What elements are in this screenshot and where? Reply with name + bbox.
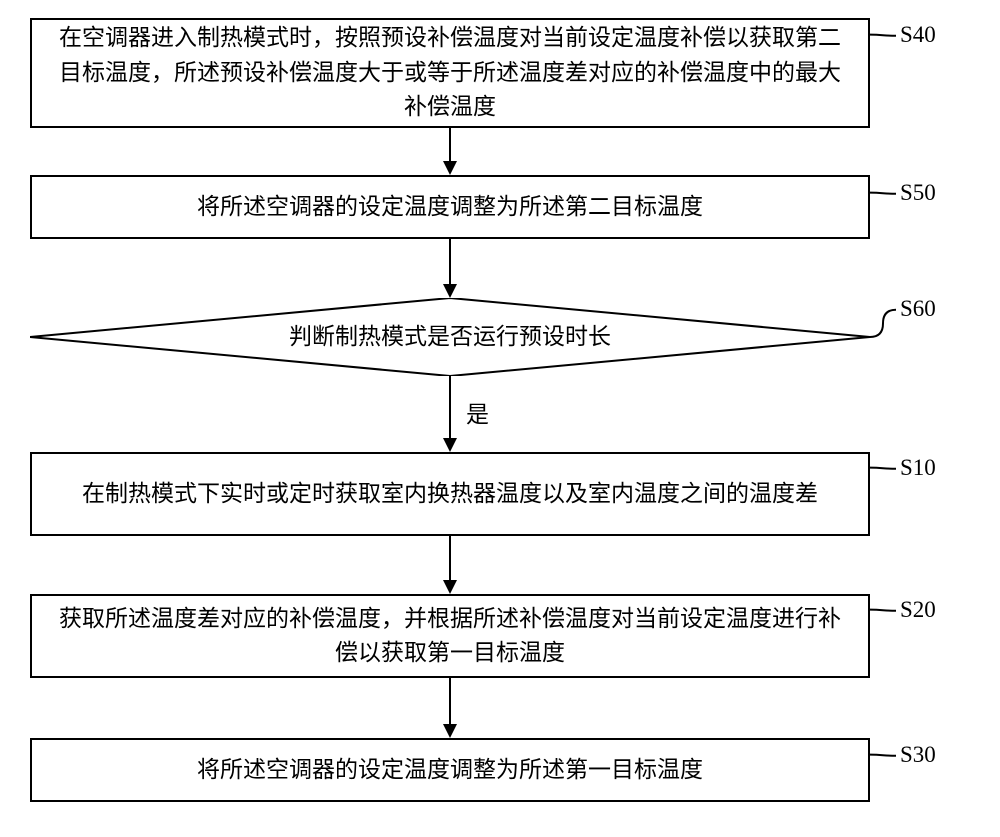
step-s50: 将所述空调器的设定温度调整为所述第二目标温度 xyxy=(30,175,870,239)
step-label-s50: S50 xyxy=(900,180,936,206)
step-s10: 在制热模式下实时或定时获取室内换热器温度以及室内温度之间的温度差 xyxy=(30,452,870,536)
step-text: 在空调器进入制热模式时，按照预设补偿温度对当前设定温度补偿以获取第二目标温度，所… xyxy=(50,21,850,125)
step-s40: 在空调器进入制热模式时，按照预设补偿温度对当前设定温度补偿以获取第二目标温度，所… xyxy=(30,18,870,128)
step-label-s30: S30 xyxy=(900,742,936,768)
step-text: 将所述空调器的设定温度调整为所述第一目标温度 xyxy=(197,753,703,788)
step-s20: 获取所述温度差对应的补偿温度，并根据所述补偿温度对当前设定温度进行补偿以获取第一… xyxy=(30,594,870,678)
step-label-s40: S40 xyxy=(900,22,936,48)
step-label-s20: S20 xyxy=(900,597,936,623)
decision-text: 判断制热模式是否运行预设时长 xyxy=(289,321,611,353)
step-text: 获取所述温度差对应的补偿温度，并根据所述补偿温度对当前设定温度进行补偿以获取第一… xyxy=(50,602,850,671)
step-label-s60: S60 xyxy=(900,296,936,322)
decision-s60: 判断制热模式是否运行预设时长 xyxy=(30,298,870,376)
step-label-text: S10 xyxy=(900,455,936,480)
step-label-s10: S10 xyxy=(900,455,936,481)
step-label-text: S50 xyxy=(900,180,936,205)
step-s30: 将所述空调器的设定温度调整为所述第一目标温度 xyxy=(30,738,870,802)
step-text: 将所述空调器的设定温度调整为所述第二目标温度 xyxy=(197,190,703,225)
step-text: 在制热模式下实时或定时获取室内换热器温度以及室内温度之间的温度差 xyxy=(82,477,818,512)
step-label-text: S20 xyxy=(900,597,936,622)
step-label-text: S30 xyxy=(900,742,936,767)
step-label-text: S60 xyxy=(900,296,936,321)
edge-label: 是 xyxy=(466,395,489,429)
flowchart-canvas: 在空调器进入制热模式时，按照预设补偿温度对当前设定温度补偿以获取第二目标温度，所… xyxy=(0,0,1000,837)
step-label-text: S40 xyxy=(900,22,936,47)
